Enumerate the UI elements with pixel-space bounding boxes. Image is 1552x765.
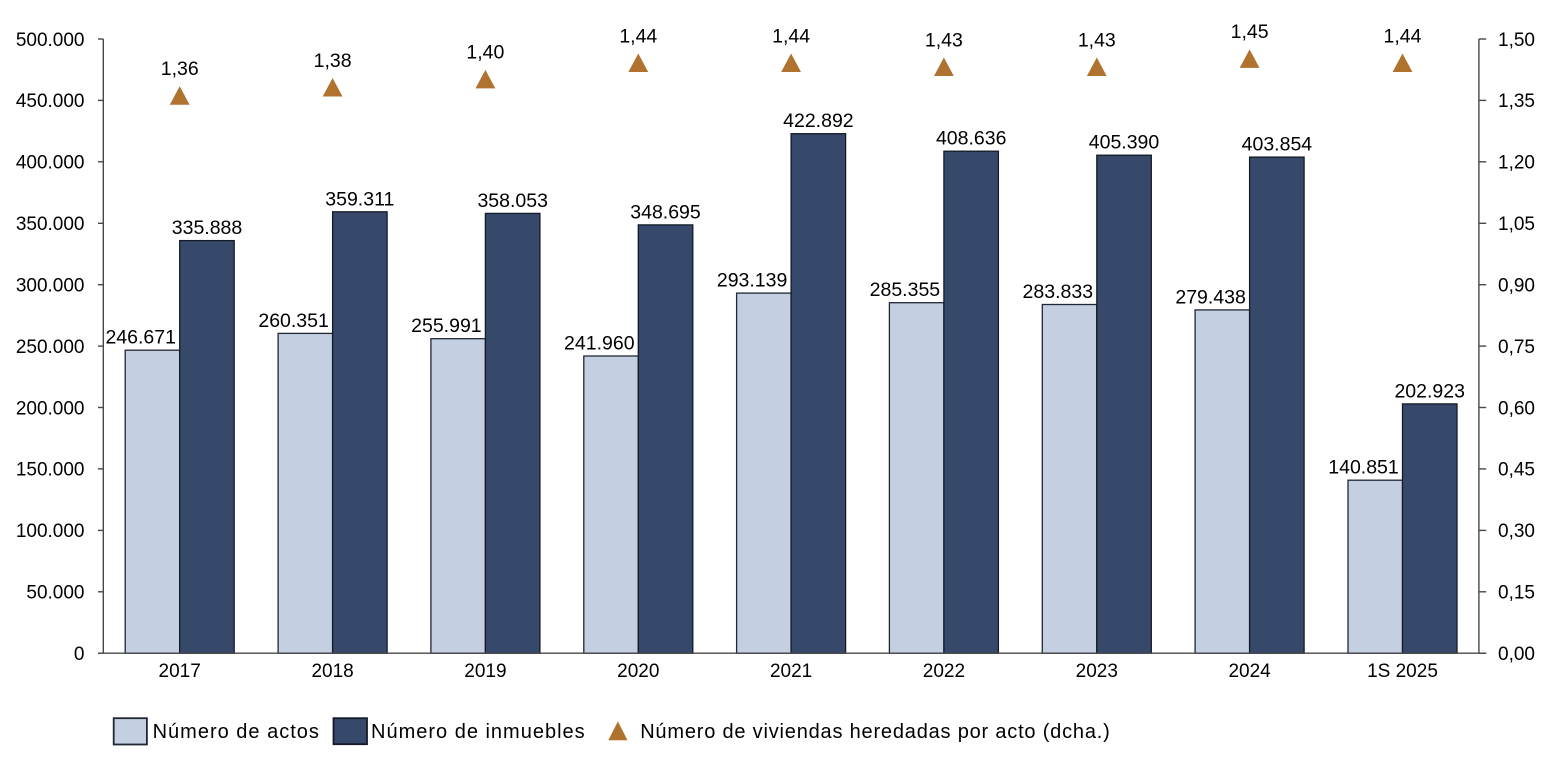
svg-text:2021: 2021: [770, 661, 812, 682]
svg-text:0,15: 0,15: [1498, 583, 1535, 604]
svg-text:0,00: 0,00: [1498, 644, 1535, 665]
svg-text:1S 2025: 1S 2025: [1367, 661, 1438, 682]
svg-text:2022: 2022: [923, 661, 965, 682]
svg-text:50.000: 50.000: [26, 583, 84, 604]
svg-text:0,90: 0,90: [1498, 276, 1535, 297]
svg-text:Número de viviendas heredadas: Número de viviendas heredadas por acto (…: [640, 721, 1110, 743]
svg-text:0,30: 0,30: [1498, 521, 1535, 542]
svg-text:255.991: 255.991: [411, 315, 482, 337]
svg-text:200.000: 200.000: [16, 398, 85, 419]
svg-text:358.053: 358.053: [477, 190, 548, 212]
svg-text:Número de inmuebles: Número de inmuebles: [371, 721, 586, 743]
svg-text:403.854: 403.854: [1242, 134, 1313, 156]
svg-text:100.000: 100.000: [16, 521, 85, 542]
svg-text:450.000: 450.000: [16, 91, 85, 112]
svg-text:1,05: 1,05: [1498, 214, 1535, 235]
svg-text:300.000: 300.000: [16, 276, 85, 297]
svg-text:1,44: 1,44: [772, 25, 810, 47]
svg-text:2017: 2017: [159, 661, 201, 682]
svg-text:246.671: 246.671: [105, 327, 176, 349]
svg-text:202.923: 202.923: [1394, 380, 1465, 402]
svg-text:2023: 2023: [1076, 661, 1118, 682]
svg-text:2020: 2020: [617, 661, 659, 682]
svg-text:140.851: 140.851: [1328, 457, 1399, 479]
svg-text:2019: 2019: [464, 661, 506, 682]
svg-text:1,43: 1,43: [1078, 29, 1116, 51]
svg-text:405.390: 405.390: [1089, 132, 1160, 154]
svg-text:0,60: 0,60: [1498, 398, 1535, 419]
svg-text:1,35: 1,35: [1498, 91, 1535, 112]
svg-text:241.960: 241.960: [564, 333, 635, 355]
svg-text:1,40: 1,40: [466, 42, 504, 64]
svg-text:1,43: 1,43: [925, 29, 963, 51]
svg-text:1,50: 1,50: [1498, 30, 1535, 51]
svg-text:335.888: 335.888: [172, 217, 243, 239]
svg-text:Número de actos: Número de actos: [153, 721, 320, 743]
svg-text:283.833: 283.833: [1023, 281, 1094, 303]
svg-text:0: 0: [74, 644, 85, 665]
svg-text:1,36: 1,36: [161, 58, 199, 80]
svg-text:250.000: 250.000: [16, 337, 85, 358]
svg-text:150.000: 150.000: [16, 460, 85, 481]
svg-text:359.311: 359.311: [325, 188, 394, 210]
svg-text:1,44: 1,44: [619, 25, 657, 47]
svg-text:0,45: 0,45: [1498, 460, 1535, 481]
svg-text:2024: 2024: [1228, 661, 1271, 682]
svg-text:422.892: 422.892: [783, 110, 854, 132]
svg-text:1,45: 1,45: [1231, 21, 1269, 43]
svg-text:1,20: 1,20: [1498, 153, 1535, 174]
svg-text:2018: 2018: [311, 661, 353, 682]
svg-text:408.636: 408.636: [936, 128, 1007, 150]
svg-text:279.438: 279.438: [1175, 286, 1246, 308]
svg-text:293.139: 293.139: [717, 270, 788, 292]
svg-text:400.000: 400.000: [16, 153, 85, 174]
svg-text:285.355: 285.355: [870, 279, 941, 301]
svg-text:1,44: 1,44: [1384, 25, 1422, 47]
svg-text:0,75: 0,75: [1498, 337, 1535, 358]
svg-text:348.695: 348.695: [630, 201, 701, 223]
svg-text:1,38: 1,38: [314, 50, 352, 72]
svg-text:260.351: 260.351: [258, 310, 329, 332]
svg-text:350.000: 350.000: [16, 214, 85, 235]
svg-text:500.000: 500.000: [16, 30, 85, 51]
